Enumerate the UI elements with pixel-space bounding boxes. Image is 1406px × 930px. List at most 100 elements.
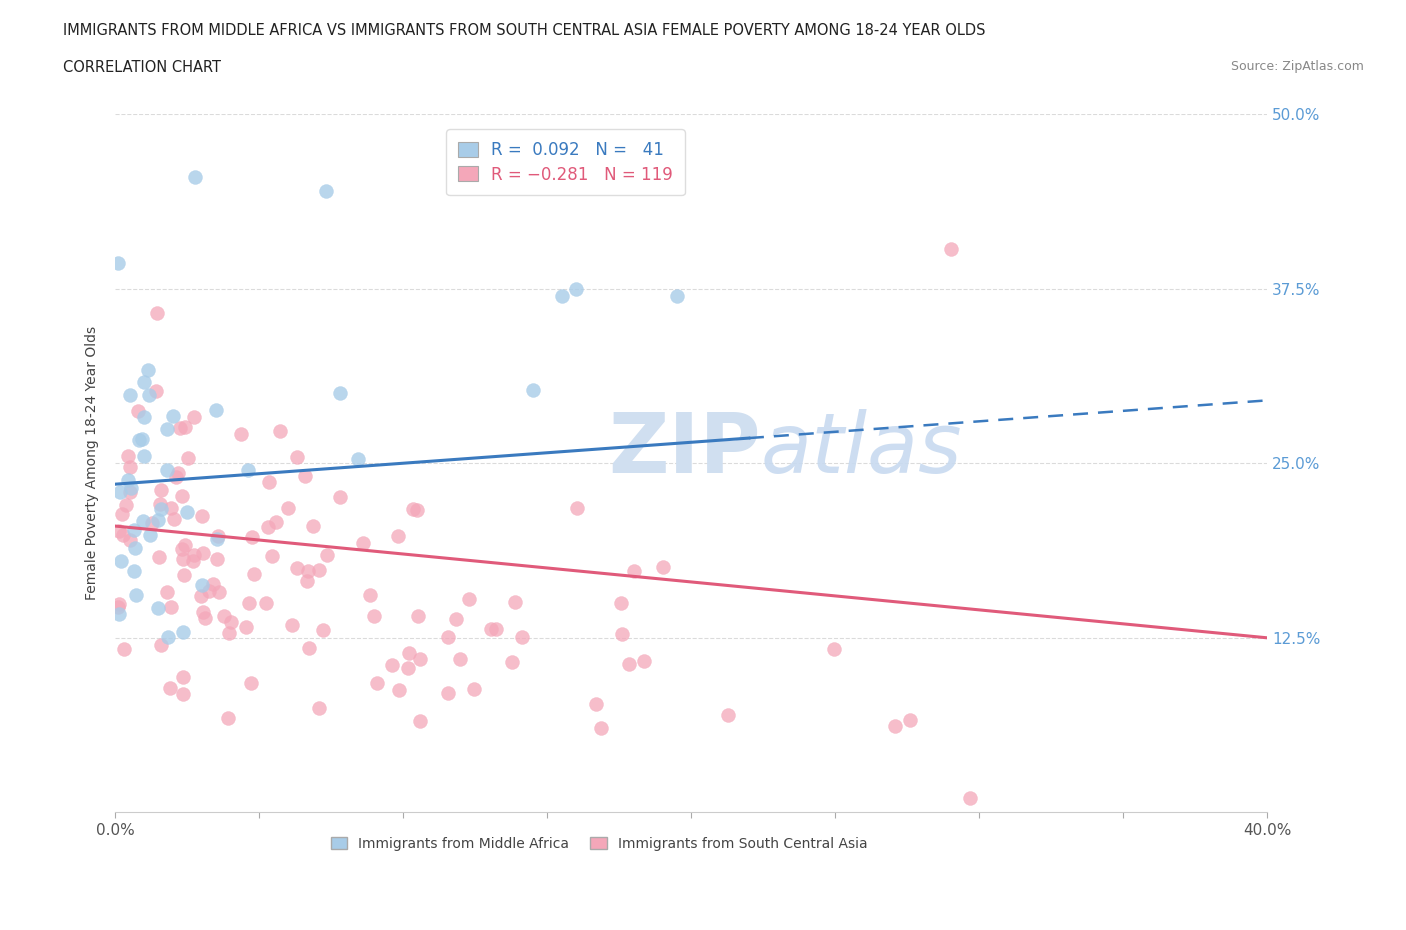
Point (242, 566, 264, 581)
Point (204, 403, 226, 418)
Point (235, 619, 257, 634)
Point (124, 540, 146, 555)
Point (565, 281, 588, 296)
Point (277, 500, 299, 515)
Point (125, 588, 148, 603)
Point (401, 501, 423, 516)
Point (131, 513, 153, 528)
Point (352, 536, 374, 551)
Text: ZIP: ZIP (607, 409, 761, 490)
Point (202, 576, 225, 591)
Point (396, 661, 419, 676)
Point (205, 532, 228, 547)
Point (522, 382, 544, 397)
Point (194, 611, 217, 626)
Point (183, 409, 205, 424)
Point (150, 483, 173, 498)
Point (363, 608, 385, 623)
Point (238, 462, 260, 477)
Point (652, 560, 675, 575)
Point (884, 718, 907, 733)
Point (505, 594, 527, 609)
Point (260, 549, 283, 564)
Point (120, 485, 142, 499)
Point (617, 657, 640, 671)
Point (589, 721, 612, 736)
Point (112, 642, 135, 657)
Point (176, 505, 198, 520)
Point (633, 653, 655, 668)
Point (172, 686, 194, 701)
Point (136, 363, 159, 378)
Y-axis label: Female Poverty Among 18-24 Year Olds: Female Poverty Among 18-24 Year Olds (86, 326, 100, 600)
Point (108, 523, 131, 538)
Point (257, 474, 280, 489)
Point (115, 498, 138, 512)
Point (198, 583, 221, 598)
Point (132, 409, 155, 424)
Point (110, 554, 132, 569)
Point (156, 630, 179, 644)
Point (117, 472, 139, 487)
Point (134, 448, 156, 463)
Point (132, 374, 155, 389)
Point (315, 183, 337, 198)
Point (131, 432, 153, 446)
Text: Source: ZipAtlas.com: Source: ZipAtlas.com (1230, 60, 1364, 73)
Point (437, 685, 460, 700)
Point (128, 432, 150, 447)
Point (108, 606, 131, 621)
Point (148, 550, 170, 565)
Point (138, 388, 160, 403)
Point (156, 584, 179, 599)
Point (163, 512, 186, 526)
Point (170, 488, 193, 503)
Point (170, 541, 193, 556)
Point (149, 497, 172, 512)
Point (959, 791, 981, 806)
Point (285, 449, 308, 464)
Point (298, 641, 321, 656)
Point (463, 682, 485, 697)
Point (308, 563, 330, 578)
Point (183, 169, 205, 184)
Point (329, 386, 352, 401)
Point (127, 404, 149, 418)
Point (269, 423, 291, 438)
Point (120, 459, 142, 474)
Point (898, 712, 921, 727)
Point (162, 408, 184, 423)
Point (146, 305, 169, 320)
Point (238, 595, 260, 610)
Point (381, 658, 404, 672)
Point (257, 520, 280, 535)
Point (212, 608, 235, 623)
Point (585, 697, 607, 711)
Point (120, 481, 142, 496)
Point (173, 419, 195, 434)
Point (221, 615, 243, 630)
Point (107, 255, 129, 270)
Point (169, 420, 191, 435)
Point (240, 675, 263, 690)
Point (122, 523, 145, 538)
Point (181, 553, 204, 568)
Point (297, 564, 319, 578)
Point (191, 509, 214, 524)
Point (406, 608, 429, 623)
Point (366, 676, 388, 691)
Point (409, 713, 432, 728)
Legend: Immigrants from Middle Africa, Immigrants from South Central Asia: Immigrants from Middle Africa, Immigrant… (323, 830, 875, 857)
Point (231, 427, 253, 442)
Point (256, 595, 278, 610)
Point (183, 548, 205, 563)
Point (565, 500, 588, 515)
Point (359, 588, 381, 603)
Point (939, 242, 962, 257)
Point (150, 502, 173, 517)
Point (405, 502, 427, 517)
Point (160, 600, 183, 615)
Point (145, 383, 167, 398)
Point (457, 591, 479, 606)
Point (193, 604, 215, 619)
